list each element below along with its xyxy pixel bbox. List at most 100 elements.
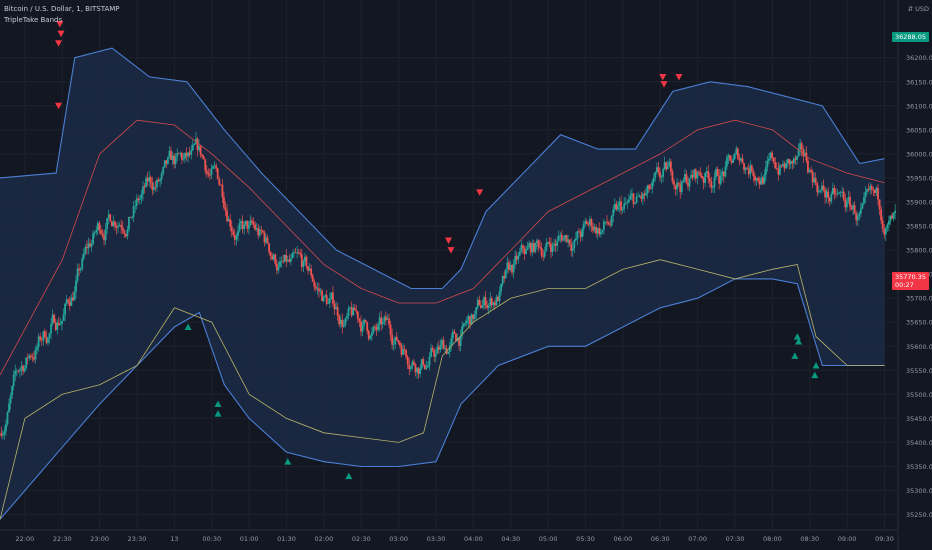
candle-body	[464, 323, 467, 325]
candle-body	[286, 259, 289, 262]
candle-body	[148, 177, 151, 182]
candle-body	[589, 219, 591, 225]
candle-body	[833, 188, 836, 194]
candle-body	[894, 210, 897, 213]
candle-body	[652, 177, 655, 183]
time-tick-label: 04:00	[464, 535, 483, 543]
candle-body	[736, 148, 739, 159]
candle-body	[327, 303, 330, 304]
candle-body	[384, 316, 387, 321]
candle-body	[556, 240, 559, 246]
candle-body	[571, 248, 574, 251]
candle-body	[802, 150, 805, 157]
candle-body	[82, 253, 85, 259]
basis-line	[0, 119, 885, 376]
candle-body	[53, 314, 56, 323]
candle-body	[669, 161, 672, 172]
candle-body	[662, 169, 664, 177]
candle-body	[867, 189, 870, 190]
candle-body	[838, 192, 840, 194]
candle-body	[657, 167, 660, 172]
candle-body	[8, 403, 10, 413]
indicator-label[interactable]: TripleTake Bands	[4, 16, 63, 24]
upper-band-line	[0, 47, 885, 290]
candle-body	[807, 160, 809, 173]
candle-body	[265, 237, 267, 243]
candle-body	[761, 177, 764, 184]
candle-body	[746, 167, 749, 169]
candle-body	[574, 238, 577, 240]
candle-body	[859, 208, 862, 214]
candle-body	[551, 245, 554, 252]
candle-body	[336, 307, 339, 316]
candle-body	[814, 178, 817, 184]
candle-body	[534, 242, 537, 252]
candle-body	[128, 217, 130, 230]
candle-body	[546, 241, 549, 243]
candle-body	[620, 201, 622, 211]
price-unit-label[interactable]: ⇵ USD	[908, 5, 929, 13]
candle-body	[85, 246, 88, 249]
candle-body	[180, 153, 183, 160]
candle-body	[665, 162, 668, 170]
candle-body	[560, 234, 563, 241]
candle-body	[606, 221, 608, 223]
candle-body	[282, 261, 285, 262]
candle-body	[581, 229, 584, 238]
candle-body	[378, 317, 381, 325]
candle-body	[691, 174, 694, 178]
candle-body	[291, 253, 294, 259]
candle-body	[557, 236, 560, 241]
candle-body	[168, 150, 171, 158]
candle-body	[568, 239, 571, 244]
candle-body	[869, 186, 872, 190]
candle-body	[70, 297, 73, 306]
candle-body	[523, 248, 526, 254]
price-axis[interactable]: 36200.00 36150.00 36100.00 36050.00 36000.00…	[906, 54, 932, 519]
candle-body	[526, 247, 529, 251]
candle-body	[241, 220, 244, 230]
candle-body	[501, 276, 504, 284]
candle-body	[595, 226, 598, 234]
candle-body	[251, 220, 253, 223]
time-tick-label: 02:30	[352, 535, 371, 543]
candle-body	[542, 255, 545, 257]
candle-body	[3, 431, 6, 435]
candle-body	[825, 191, 828, 198]
candle-body	[478, 299, 481, 306]
candle-body	[76, 268, 79, 281]
candle-body	[202, 156, 205, 160]
candle-body	[299, 252, 302, 255]
candle-body	[106, 218, 109, 230]
candle-body	[28, 355, 31, 359]
candle-body	[828, 198, 831, 202]
sell-signal-marker	[55, 40, 63, 47]
candle-body	[470, 314, 473, 325]
symbol-title[interactable]: Bitcoin / U.S. Dollar, 1, BITSTAMP	[4, 5, 120, 13]
candle-body	[473, 314, 476, 319]
price-tick-label: 35700.00	[906, 295, 932, 303]
candle-body	[302, 261, 305, 268]
candle-body	[598, 228, 601, 235]
candle-body	[808, 170, 811, 173]
candle-body	[750, 165, 753, 172]
candle-body	[260, 229, 263, 231]
candle-body	[674, 184, 677, 190]
candle-body	[132, 206, 135, 217]
candle-body	[311, 275, 314, 282]
candle-body	[272, 254, 275, 260]
candle-body	[304, 256, 306, 262]
candle-body	[777, 168, 780, 175]
candle-body	[75, 280, 77, 293]
candle-body	[370, 332, 373, 337]
candle-body	[799, 143, 802, 150]
candle-body	[740, 158, 742, 161]
time-axis[interactable]: 22:00 22:30 23:00 23:30 13 00:30 01:00 01:30 02:…	[16, 535, 894, 543]
candle-body	[143, 186, 146, 188]
candle-body	[863, 197, 865, 204]
candle-body	[494, 302, 496, 306]
candle-body	[643, 193, 646, 196]
price-tick-label: 36000.00	[906, 150, 932, 158]
candle-body	[701, 175, 703, 179]
